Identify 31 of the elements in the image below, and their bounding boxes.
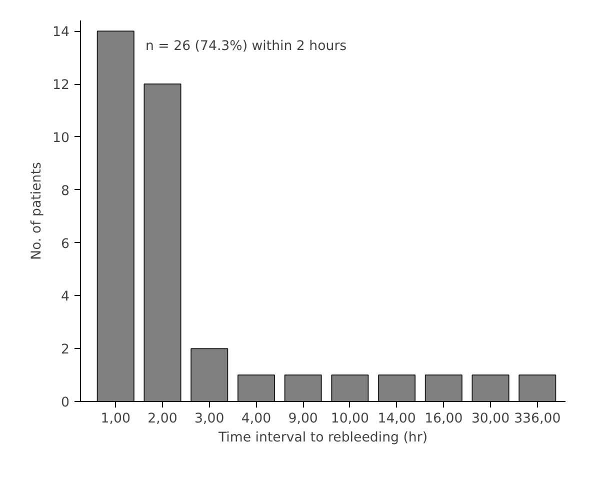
bar [284,374,322,402]
y-tick-label: 12 [52,78,70,93]
bar [190,348,228,402]
bar [144,84,182,402]
y-tick-label: 10 [52,130,70,146]
bar [472,374,510,402]
y-tick-label: 6 [61,236,70,252]
x-tick-label: 10,00 [330,412,370,426]
bar [331,374,369,402]
x-tick-label: 336,00 [514,412,561,426]
y-tick-label: 14 [52,25,70,40]
y-tick-label: 8 [61,184,70,199]
annotation: n = 26 (74.3%) within 2 hours [146,39,347,54]
x-tick-label: 2,00 [148,412,178,426]
bar [518,374,556,402]
y-tick-label: 0 [61,396,70,410]
bar [424,374,462,402]
x-tick-label: 1,00 [100,412,130,426]
y-tick-label: 4 [61,290,70,305]
y-tick-label: 2 [61,342,70,358]
x-axis-title: Time interval to rebleeding (hr) [217,430,428,446]
x-tick-label: 30,00 [471,412,510,426]
x-tick-label: 4,00 [241,412,272,426]
bar [378,374,416,402]
bar [237,374,275,402]
y-axis-title: No. of patients [30,162,45,260]
bar [96,30,134,402]
x-tick-label: 9,00 [288,412,318,426]
x-tick-label: 14,00 [378,412,416,426]
x-tick-label: 3,00 [194,412,224,426]
x-tick-label: 16,00 [424,412,463,426]
